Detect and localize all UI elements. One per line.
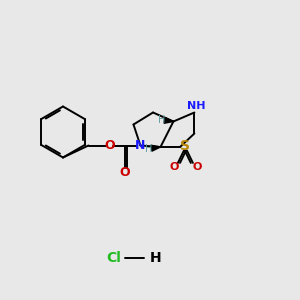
Text: N: N	[135, 139, 146, 152]
Text: H: H	[145, 143, 152, 154]
Polygon shape	[164, 117, 173, 123]
Text: O: O	[192, 162, 202, 172]
Text: NH: NH	[187, 101, 205, 111]
Polygon shape	[151, 145, 160, 151]
Text: Cl: Cl	[106, 251, 122, 265]
Text: S: S	[180, 139, 190, 152]
Text: O: O	[169, 162, 179, 172]
Text: O: O	[119, 166, 130, 179]
Text: O: O	[104, 139, 115, 152]
Text: H: H	[158, 115, 165, 125]
Text: H: H	[150, 251, 162, 265]
